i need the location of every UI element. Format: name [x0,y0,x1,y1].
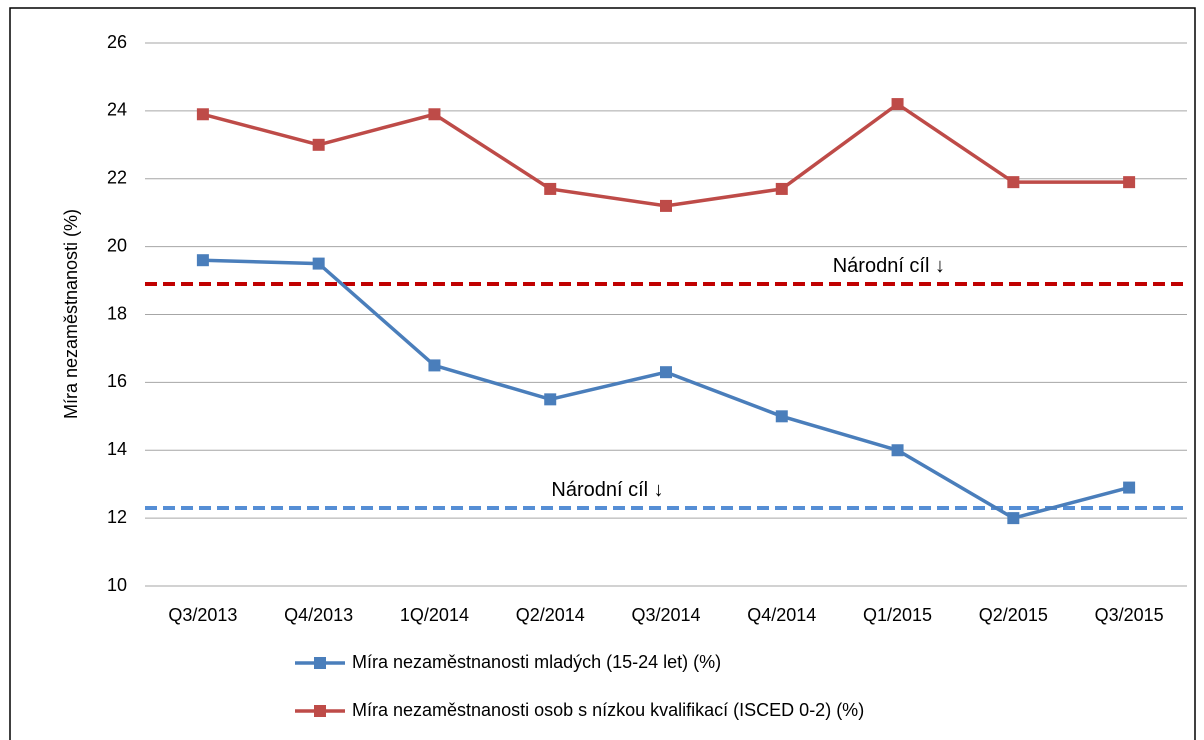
y-tick-label: 10 [107,575,127,595]
x-tick-label: Q2/2014 [516,605,585,625]
x-tick-label: Q2/2015 [979,605,1048,625]
legend-marker [314,705,326,717]
x-tick-label: Q4/2013 [284,605,353,625]
x-tick-label: Q3/2015 [1095,605,1164,625]
point-marker [196,254,209,267]
point-marker [544,393,557,406]
point-marker [775,182,788,195]
point-marker [1007,176,1020,189]
legend-marker [314,657,326,669]
y-tick-label: 22 [107,168,127,188]
x-tick-label: Q3/2014 [631,605,700,625]
point-marker [660,199,672,212]
point-marker [1007,512,1020,525]
point-marker [544,182,557,195]
x-tick-label: 1Q/2014 [400,605,469,625]
legend-label: Míra nezaměstnanosti mladých (15-24 let)… [352,652,721,672]
point-marker [312,257,325,270]
point-marker [775,410,788,423]
y-tick-label: 12 [107,507,127,527]
point-marker [1123,481,1136,494]
point-marker [1123,176,1136,189]
point-marker [428,108,441,121]
point-marker [891,444,904,457]
y-axis-label: Míra nezaměstnanosti (%) [61,209,81,419]
point-marker [891,98,904,111]
y-tick-label: 20 [107,235,127,255]
point-marker [196,108,209,121]
series-line [202,258,1130,521]
reference-label: Národní cíl ↓ [833,255,945,277]
point-marker [312,138,325,151]
y-tick-label: 24 [107,100,127,120]
x-tick-label: Q1/2015 [863,605,932,625]
x-tick-label: Q3/2013 [168,605,237,625]
y-tick-label: 18 [107,303,127,323]
frame [9,7,1196,740]
point-marker [660,366,672,379]
reference-label: Národní cíl ↓ [551,479,663,501]
series-line [202,101,1130,208]
legend-label: Míra nezaměstnanosti osob s nízkou kvali… [352,700,864,720]
point-marker [428,359,441,372]
y-tick-label: 26 [107,32,127,52]
y-tick-label: 16 [107,371,127,391]
x-tick-label: Q4/2014 [747,605,816,625]
y-tick-label: 14 [107,439,127,459]
